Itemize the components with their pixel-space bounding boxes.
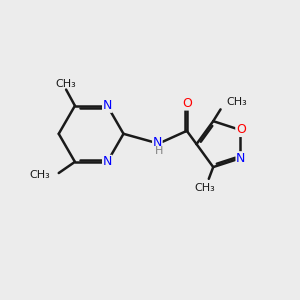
Text: N: N xyxy=(236,152,245,165)
Text: O: O xyxy=(236,123,246,136)
Text: N: N xyxy=(153,136,162,149)
Text: O: O xyxy=(182,97,192,110)
Text: CH₃: CH₃ xyxy=(30,169,50,179)
Text: H: H xyxy=(154,146,163,157)
Text: CH₃: CH₃ xyxy=(226,97,247,107)
Text: N: N xyxy=(103,155,112,168)
Text: N: N xyxy=(103,99,112,112)
Text: CH₃: CH₃ xyxy=(56,79,76,89)
Text: CH₃: CH₃ xyxy=(194,183,215,193)
